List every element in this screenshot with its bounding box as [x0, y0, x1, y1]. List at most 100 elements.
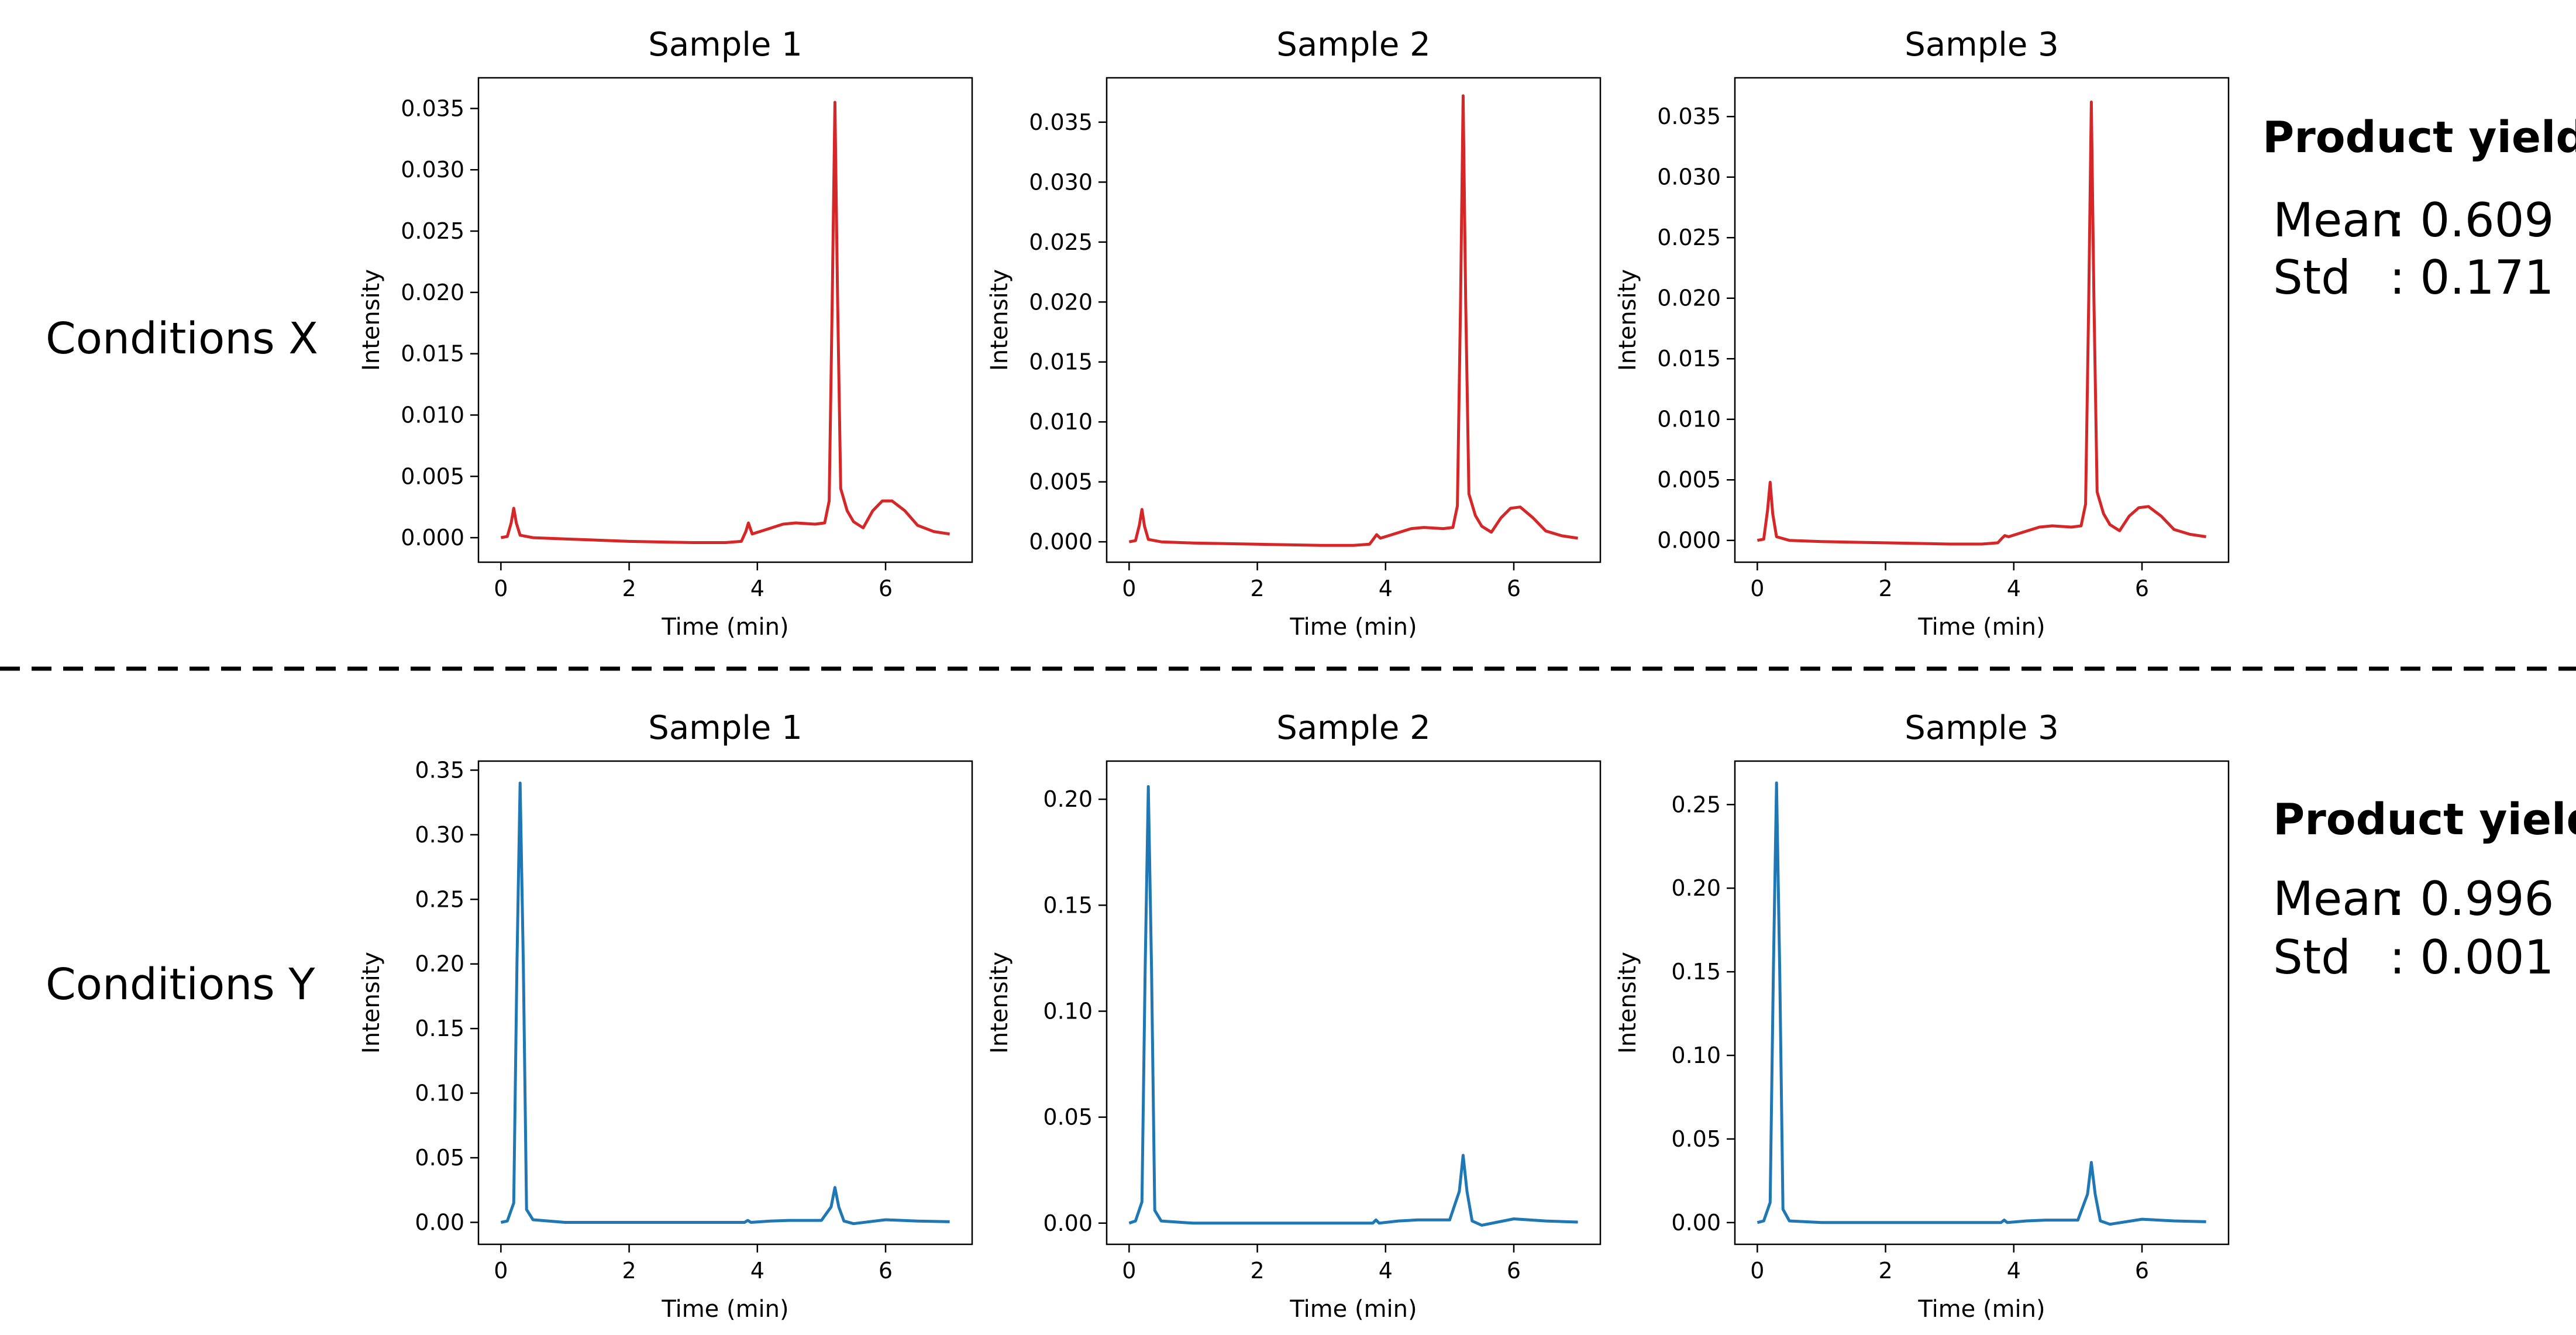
x-tick-label: 4	[2007, 576, 2021, 601]
y-tick-label: 0.15	[1671, 959, 1721, 985]
series-line	[1128, 94, 1578, 547]
x-tick-label: 4	[1379, 576, 1393, 601]
y-tick-label: 0.10	[1671, 1042, 1721, 1068]
plot-frame	[1106, 760, 1602, 1245]
x-tick-label: 0	[1122, 1258, 1136, 1284]
y-tick-label: 0.015	[1029, 349, 1093, 375]
x-tick-label: 2	[1878, 1258, 1892, 1284]
y-tick-label: 0.05	[1043, 1105, 1093, 1130]
x-tick-label: 4	[750, 1258, 764, 1284]
y-tick-label: 0.010	[401, 402, 464, 428]
x-axis-label: Time (min)	[661, 614, 788, 641]
plot-frame	[477, 760, 973, 1245]
x-tick-label: 6	[2135, 576, 2149, 601]
yield-mean-label-y: Mean	[2273, 872, 2401, 926]
x-tick-label: 0	[1750, 1258, 1764, 1284]
x-tick-label: 0	[1750, 576, 1764, 601]
y-tick-label: 0.010	[1029, 409, 1093, 435]
y-tick-label: 0.15	[415, 1016, 464, 1041]
x-tick-label: 2	[622, 576, 636, 601]
y-axis-label: Intensity	[986, 269, 1013, 371]
yield-std-value-x: : 0.171	[2389, 250, 2554, 305]
y-tick-label: 0.020	[401, 280, 464, 305]
y-tick-label: 0.010	[1657, 407, 1721, 432]
series-line	[1128, 785, 1578, 1227]
yield-mean-value-x: : 0.609	[2389, 193, 2554, 247]
x-tick-label: 2	[622, 1258, 636, 1284]
y-tick-label: 0.020	[1657, 285, 1721, 311]
chart-title: Sample 1	[648, 709, 802, 747]
x-tick-label: 4	[2007, 1258, 2021, 1284]
product-yield-title-x: Product yield	[2262, 112, 2576, 163]
y-tick-label: 0.20	[415, 951, 464, 977]
y-tick-label: 0.030	[401, 157, 464, 183]
x-axis-label: Time (min)	[1289, 614, 1417, 641]
y-tick-label: 0.00	[1043, 1210, 1093, 1236]
y-tick-label: 0.030	[1029, 169, 1093, 195]
conditions-y-label: Conditions Y	[46, 959, 315, 1010]
series-line	[500, 782, 950, 1226]
y-tick-label: 0.20	[1671, 875, 1721, 901]
y-tick-label: 0.00	[415, 1209, 464, 1235]
chart-panel-1: Sample 1 0 2 4 6 0.000 0.005 0.010 0.015 0.020 0.0…	[358, 26, 973, 641]
series-line	[1757, 100, 2206, 546]
chart-panel-2: Sample 2 0 2 4 6 0.000 0.005 0.010 0.015 0.020 0.0…	[986, 26, 1602, 641]
y-tick-label: 0.20	[1043, 786, 1093, 812]
y-tick-label: 0.35	[415, 757, 464, 783]
conditions-x-label: Conditions X	[46, 314, 318, 364]
product-yield-title-y: Product yield	[2273, 794, 2576, 845]
x-tick-label: 0	[1122, 576, 1136, 601]
series-line	[1757, 781, 2206, 1226]
chart-title: Sample 2	[1276, 709, 1430, 747]
yield-std-label-y: Std	[2273, 930, 2351, 985]
chart-panel-6: Sample 3 0 2 4 6 0.00 0.05 0.10 0.15 0.20 0.25 Time…	[1614, 709, 2230, 1323]
y-tick-label: 0.25	[1671, 792, 1721, 817]
y-axis-label: Intensity	[986, 952, 1013, 1054]
y-tick-label: 0.10	[415, 1081, 464, 1106]
x-tick-label: 6	[2135, 1258, 2149, 1284]
plot-frame	[477, 77, 973, 563]
yield-mean-value-y: : 0.996	[2389, 872, 2554, 926]
x-tick-label: 2	[1250, 576, 1264, 601]
x-axis-label: Time (min)	[1917, 1296, 2045, 1323]
y-tick-label: 0.015	[1657, 346, 1721, 371]
x-tick-label: 6	[1507, 1258, 1521, 1284]
y-tick-label: 0.015	[401, 341, 464, 367]
series-line	[500, 101, 950, 544]
x-tick-label: 6	[879, 1258, 893, 1284]
plot-frame	[1734, 760, 2230, 1245]
y-tick-label: 0.00	[1671, 1210, 1721, 1236]
x-tick-label: 6	[1507, 576, 1521, 601]
y-tick-label: 0.30	[415, 822, 464, 848]
chart-title: Sample 3	[1905, 709, 2058, 747]
yield-mean-label-x: Mean	[2273, 193, 2401, 247]
yield-std-value-y: : 0.001	[2389, 930, 2554, 985]
y-tick-label: 0.005	[1657, 467, 1721, 493]
x-tick-label: 0	[494, 576, 508, 601]
x-tick-label: 2	[1878, 576, 1892, 601]
x-tick-label: 0	[494, 1258, 508, 1284]
y-axis-label: Intensity	[1614, 269, 1641, 371]
y-axis-label: Intensity	[1614, 952, 1641, 1054]
y-tick-label: 0.005	[1029, 469, 1093, 495]
y-tick-label: 0.035	[1657, 104, 1721, 129]
chart-title: Sample 3	[1905, 26, 2058, 64]
plot-frame	[1106, 77, 1602, 563]
y-tick-label: 0.030	[1657, 164, 1721, 190]
chart-panel-3: Sample 3 0 2 4 6 0.000 0.005 0.010 0.015 0.020 0.0…	[1614, 26, 2230, 641]
y-tick-label: 0.10	[1043, 998, 1093, 1024]
x-tick-label: 4	[750, 576, 764, 601]
x-tick-label: 2	[1250, 1258, 1264, 1284]
y-tick-label: 0.020	[1029, 289, 1093, 315]
x-tick-label: 6	[879, 576, 893, 601]
x-axis-label: Time (min)	[1917, 614, 2045, 641]
chart-title: Sample 1	[648, 26, 802, 64]
x-axis-label: Time (min)	[1289, 1296, 1417, 1323]
y-tick-label: 0.025	[401, 218, 464, 244]
y-tick-label: 0.025	[1657, 225, 1721, 250]
chart-panel-4: Sample 1 0 2 4 6 0.00 0.05 0.10 0.15 0.20 0.25 0.30…	[358, 709, 973, 1323]
y-tick-label: 0.000	[1029, 529, 1093, 555]
y-tick-label: 0.005	[401, 463, 464, 489]
